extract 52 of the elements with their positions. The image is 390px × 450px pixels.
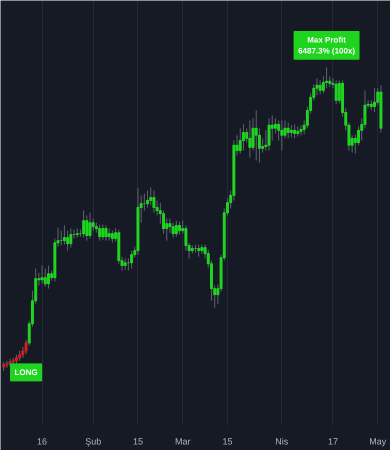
- candlestick: [200, 244, 204, 254]
- candlestick: [98, 224, 102, 242]
- candlestick: [101, 224, 104, 240]
- candlestick: [370, 100, 373, 111]
- candlestick: [373, 88, 376, 113]
- candlestick: [46, 265, 50, 290]
- candlestick: [172, 222, 175, 238]
- candlestick: [104, 224, 108, 242]
- candlestick: [174, 220, 178, 238]
- candlestick: [62, 224, 66, 246]
- x-tick-label: 17: [328, 436, 338, 446]
- candlestick: [242, 124, 245, 151]
- x-tick-label: Şub: [85, 436, 102, 446]
- candlestick: [318, 80, 322, 95]
- candlestick: [248, 120, 252, 158]
- candlestick: [149, 187, 152, 206]
- candlestick: [168, 218, 172, 234]
- candlestick: [300, 124, 302, 136]
- candlestick: [40, 265, 44, 284]
- candlestick: [286, 122, 290, 139]
- candlestick: [152, 190, 156, 214]
- candlestick: [2, 361, 6, 372]
- x-tick-label: Mar: [174, 436, 190, 446]
- candlestick: [280, 120, 284, 151]
- candlestick: [268, 118, 271, 151]
- candlestick: [254, 110, 258, 161]
- candlestick: [124, 258, 127, 270]
- candlestick: [197, 244, 200, 258]
- annotation: LONG: [14, 368, 38, 377]
- x-tick-label: 15: [222, 436, 232, 446]
- candlestick: [354, 134, 357, 154]
- candlestick: [88, 212, 92, 239]
- candlestick: [82, 210, 86, 238]
- candlestick: [108, 228, 111, 242]
- candlestick: [293, 124, 296, 139]
- x-tick-label: 15: [132, 436, 143, 446]
- candlestick: [130, 250, 134, 270]
- candlestick: [85, 214, 88, 242]
- candlestick: [334, 80, 338, 105]
- candlestick: [296, 126, 300, 137]
- candlestick: [146, 190, 150, 208]
- x-tick-label: 16: [37, 436, 48, 446]
- candlestick: [110, 230, 114, 244]
- candlestick: [69, 228, 72, 248]
- candlestick: [76, 228, 79, 238]
- candlestick: [290, 124, 293, 138]
- x-tick-label: May: [369, 436, 387, 446]
- annotation: Max Profit 6487.3% (100x): [298, 35, 356, 56]
- candlestick: [14, 354, 18, 364]
- x-tick-label: Nis: [275, 436, 289, 446]
- candlestick: [18, 350, 22, 362]
- candlestick: [178, 221, 182, 236]
